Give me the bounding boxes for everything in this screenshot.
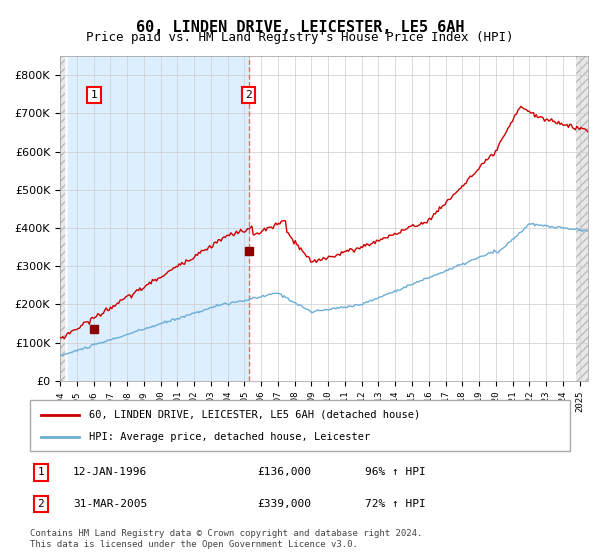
Text: 60, LINDEN DRIVE, LEICESTER, LE5 6AH: 60, LINDEN DRIVE, LEICESTER, LE5 6AH <box>136 20 464 35</box>
Text: £339,000: £339,000 <box>257 499 311 509</box>
Text: 1: 1 <box>91 90 98 100</box>
Text: 96% ↑ HPI: 96% ↑ HPI <box>365 468 425 478</box>
Bar <box>60 56 248 381</box>
Text: 31-MAR-2005: 31-MAR-2005 <box>73 499 148 509</box>
Text: HPI: Average price, detached house, Leicester: HPI: Average price, detached house, Leic… <box>89 432 371 442</box>
Text: 72% ↑ HPI: 72% ↑ HPI <box>365 499 425 509</box>
Text: 2: 2 <box>37 499 44 509</box>
Text: Price paid vs. HM Land Registry's House Price Index (HPI): Price paid vs. HM Land Registry's House … <box>86 31 514 44</box>
Text: 12-JAN-1996: 12-JAN-1996 <box>73 468 148 478</box>
Text: Contains HM Land Registry data © Crown copyright and database right 2024.
This d: Contains HM Land Registry data © Crown c… <box>30 529 422 549</box>
Text: 60, LINDEN DRIVE, LEICESTER, LE5 6AH (detached house): 60, LINDEN DRIVE, LEICESTER, LE5 6AH (de… <box>89 409 421 419</box>
Text: 1: 1 <box>37 468 44 478</box>
FancyBboxPatch shape <box>30 400 570 451</box>
Text: £136,000: £136,000 <box>257 468 311 478</box>
Text: 2: 2 <box>245 90 252 100</box>
